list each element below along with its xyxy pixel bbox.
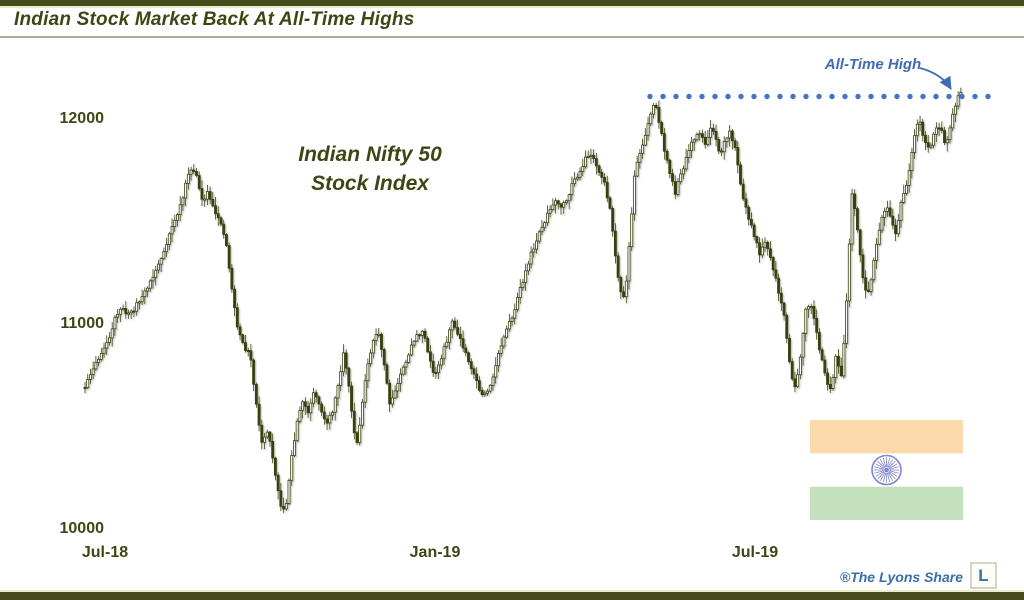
all-time-high-dotted-line — [647, 93, 991, 100]
x-tick-jan19: Jan-19 — [410, 544, 461, 561]
y-tick-11000: 11000 — [60, 315, 104, 332]
chart-annotation-line2: Stock Index — [311, 172, 430, 195]
ashoka-chakra-icon — [871, 454, 902, 486]
page-title: Indian Stock Market Back At All-Time Hig… — [14, 9, 415, 30]
flag-green-stripe — [810, 486, 963, 520]
candlestick-series — [83, 87, 963, 513]
all-time-high-label: All-Time High — [824, 56, 921, 73]
top-border-accent — [0, 6, 1024, 8]
brand-logo-box — [970, 562, 997, 589]
x-tick-jul19: Jul-19 — [732, 544, 778, 561]
x-tick-jul18: Jul-18 — [82, 544, 128, 561]
all-time-high-arrow — [919, 67, 952, 90]
y-tick-10000: 10000 — [60, 520, 105, 537]
bottom-border-bar — [0, 592, 1024, 600]
title-divider — [0, 36, 1024, 38]
top-border-bar — [0, 0, 1024, 6]
chart-annotation-line1: Indian Nifty 50 — [298, 143, 442, 166]
bottom-border-accent — [0, 590, 1024, 592]
brand-logo-letter: L — [978, 566, 988, 585]
india-flag — [810, 420, 963, 520]
brand-text: ®The Lyons Share — [840, 569, 963, 585]
y-tick-12000: 12000 — [60, 110, 105, 127]
flag-saffron-stripe — [810, 420, 963, 454]
